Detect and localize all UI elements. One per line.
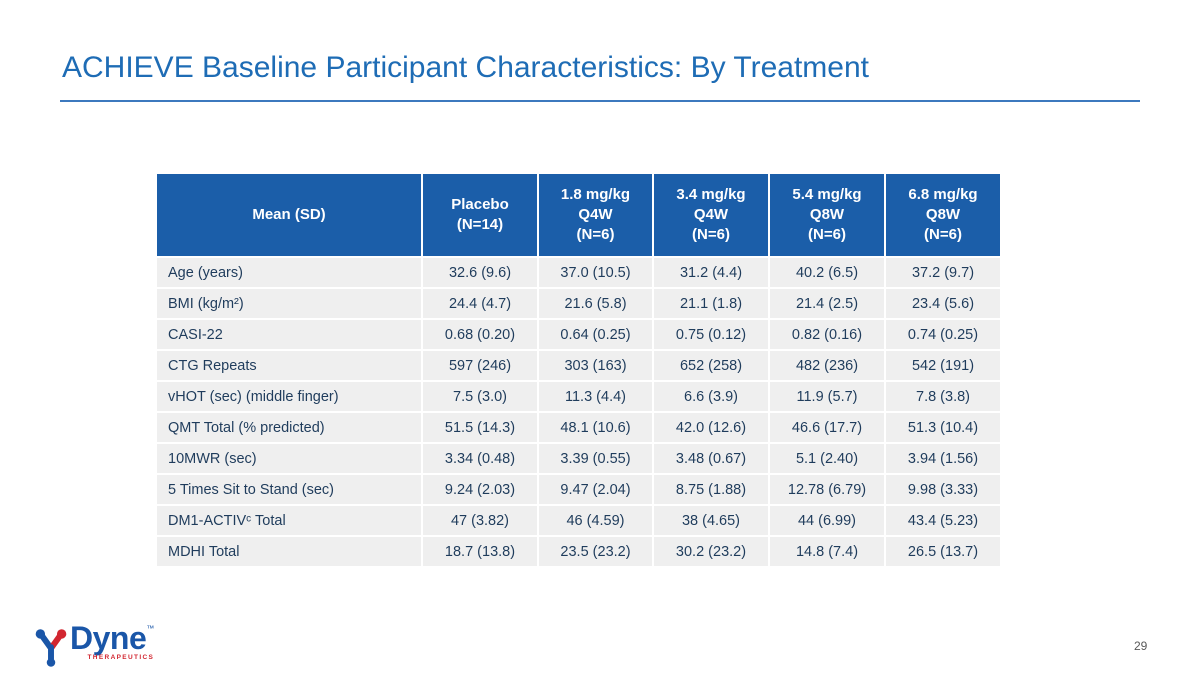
table-cell: 0.74 (0.25) <box>884 318 1002 351</box>
table-cell: 3.48 (0.67) <box>652 442 770 475</box>
table-cell: 0.82 (0.16) <box>768 318 886 351</box>
trademark-symbol: ™ <box>146 624 155 633</box>
title-underline <box>60 100 1140 102</box>
page-number: 29 <box>1134 639 1148 653</box>
table-cell: 303 (163) <box>537 349 654 382</box>
table-cell: 652 (258) <box>652 349 770 382</box>
table-cell: 7.5 (3.0) <box>421 380 539 413</box>
table-row: BMI (kg/m²) 24.4 (4.7) 21.6 (5.8) 21.1 (… <box>155 287 1002 320</box>
table-cell: 9.24 (2.03) <box>421 473 539 506</box>
table-cell: 23.4 (5.6) <box>884 287 1002 320</box>
table-cell: 43.4 (5.23) <box>884 504 1002 537</box>
table-cell: 26.5 (13.7) <box>884 535 1002 568</box>
column-header-5-4-mgkg: 5.4 mg/kg Q8W (N=6) <box>768 172 886 258</box>
column-header-6-8-mgkg: 6.8 mg/kg Q8W (N=6) <box>884 172 1002 258</box>
table-cell: 21.4 (2.5) <box>768 287 886 320</box>
column-header-1-8-mgkg: 1.8 mg/kg Q4W (N=6) <box>537 172 654 258</box>
row-label: 10MWR (sec) <box>155 442 423 475</box>
row-label: 5 Times Sit to Stand (sec) <box>155 473 423 506</box>
dyne-wordmark: Dyne <box>70 620 147 656</box>
baseline-characteristics-table-wrap: Mean (SD) Placebo (N=14) 1.8 mg/kg Q4W (… <box>155 172 1002 568</box>
table-cell: 3.94 (1.56) <box>884 442 1002 475</box>
table-cell: 8.75 (1.88) <box>652 473 770 506</box>
row-label: vHOT (sec) (middle finger) <box>155 380 423 413</box>
table-row: CASI-22 0.68 (0.20) 0.64 (0.25) 0.75 (0.… <box>155 318 1002 351</box>
table-cell: 18.7 (13.8) <box>421 535 539 568</box>
table-cell: 37.2 (9.7) <box>884 256 1002 289</box>
column-header-placebo: Placebo (N=14) <box>421 172 539 258</box>
table-cell: 40.2 (6.5) <box>768 256 886 289</box>
table-cell: 47 (3.82) <box>421 504 539 537</box>
table-cell: 38 (4.65) <box>652 504 770 537</box>
column-header-3-4-mgkg: 3.4 mg/kg Q4W (N=6) <box>652 172 770 258</box>
baseline-characteristics-table: Mean (SD) Placebo (N=14) 1.8 mg/kg Q4W (… <box>155 172 1002 568</box>
row-label: QMT Total (% predicted) <box>155 411 423 444</box>
table-cell: 11.9 (5.7) <box>768 380 886 413</box>
table-cell: 46 (4.59) <box>537 504 654 537</box>
table-cell: 51.5 (14.3) <box>421 411 539 444</box>
dyne-tagline: THERAPEUTICS <box>87 654 155 661</box>
table-cell: 23.5 (23.2) <box>537 535 654 568</box>
table-cell: 11.3 (4.4) <box>537 380 654 413</box>
table-cell: 51.3 (10.4) <box>884 411 1002 444</box>
table-cell: 3.34 (0.48) <box>421 442 539 475</box>
table-cell: 30.2 (23.2) <box>652 535 770 568</box>
table-row: Age (years) 32.6 (9.6) 37.0 (10.5) 31.2 … <box>155 256 1002 289</box>
row-label: BMI (kg/m²) <box>155 287 423 320</box>
table-cell: 32.6 (9.6) <box>421 256 539 289</box>
table-cell: 42.0 (12.6) <box>652 411 770 444</box>
table-cell: 21.1 (1.8) <box>652 287 770 320</box>
table-cell: 597 (246) <box>421 349 539 382</box>
table-cell: 21.6 (5.8) <box>537 287 654 320</box>
table-cell: 48.1 (10.6) <box>537 411 654 444</box>
table-cell: 6.6 (3.9) <box>652 380 770 413</box>
table-cell: 44 (6.99) <box>768 504 886 537</box>
row-label: Age (years) <box>155 256 423 289</box>
table-row: DM1-ACTIVᶜ Total 47 (3.82) 46 (4.59) 38 … <box>155 504 1002 537</box>
table-cell: 0.64 (0.25) <box>537 318 654 351</box>
table-cell: 37.0 (10.5) <box>537 256 654 289</box>
row-label: CTG Repeats <box>155 349 423 382</box>
table-cell: 0.68 (0.20) <box>421 318 539 351</box>
table-cell: 7.8 (3.8) <box>884 380 1002 413</box>
page-title: ACHIEVE Baseline Participant Characteris… <box>62 51 869 84</box>
table-row: 10MWR (sec) 3.34 (0.48) 3.39 (0.55) 3.48… <box>155 442 1002 475</box>
table-cell: 14.8 (7.4) <box>768 535 886 568</box>
table-cell: 542 (191) <box>884 349 1002 382</box>
table-cell: 46.6 (17.7) <box>768 411 886 444</box>
dyne-logo: Dyne ™ THERAPEUTICS <box>34 622 154 670</box>
table-cell: 5.1 (2.40) <box>768 442 886 475</box>
column-header-mean-sd: Mean (SD) <box>155 172 423 258</box>
table-cell: 9.47 (2.04) <box>537 473 654 506</box>
table-cell: 482 (236) <box>768 349 886 382</box>
table-header-row: Mean (SD) Placebo (N=14) 1.8 mg/kg Q4W (… <box>155 172 1002 258</box>
table-row: vHOT (sec) (middle finger) 7.5 (3.0) 11.… <box>155 380 1002 413</box>
table-cell: 31.2 (4.4) <box>652 256 770 289</box>
table-cell: 12.78 (6.79) <box>768 473 886 506</box>
dyne-y-icon <box>35 629 67 667</box>
row-label: MDHI Total <box>155 535 423 568</box>
table-cell: 24.4 (4.7) <box>421 287 539 320</box>
row-label: DM1-ACTIVᶜ Total <box>155 504 423 537</box>
row-label: CASI-22 <box>155 318 423 351</box>
table-row: QMT Total (% predicted) 51.5 (14.3) 48.1… <box>155 411 1002 444</box>
table-row: CTG Repeats 597 (246) 303 (163) 652 (258… <box>155 349 1002 382</box>
table-row: 5 Times Sit to Stand (sec) 9.24 (2.03) 9… <box>155 473 1002 506</box>
dyne-logo-text: Dyne ™ THERAPEUTICS <box>70 622 154 661</box>
table-cell: 0.75 (0.12) <box>652 318 770 351</box>
table-row: MDHI Total 18.7 (13.8) 23.5 (23.2) 30.2 … <box>155 535 1002 568</box>
table-cell: 9.98 (3.33) <box>884 473 1002 506</box>
table-cell: 3.39 (0.55) <box>537 442 654 475</box>
